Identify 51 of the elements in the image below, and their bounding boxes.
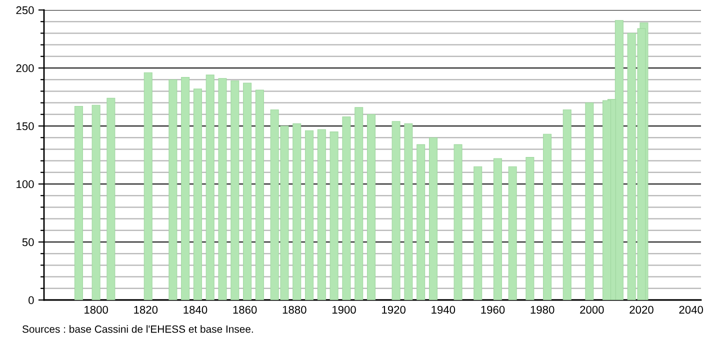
y-tick-label: 0 bbox=[28, 296, 34, 304]
bar bbox=[416, 144, 426, 300]
bar bbox=[206, 74, 214, 300]
x-tick-label: 1840 bbox=[184, 306, 208, 314]
y-tick-label: 100 bbox=[16, 180, 34, 188]
bar bbox=[474, 166, 482, 300]
bar bbox=[508, 166, 517, 300]
bar bbox=[454, 144, 462, 300]
bar bbox=[317, 129, 326, 300]
bar bbox=[354, 107, 364, 300]
bar bbox=[342, 116, 351, 300]
bar bbox=[74, 106, 83, 300]
x-tick-label: 1880 bbox=[282, 306, 306, 314]
y-tick-label: 250 bbox=[16, 6, 34, 14]
x-tick-label: 1800 bbox=[84, 306, 108, 314]
y-tick-label: 50 bbox=[22, 238, 34, 246]
bar bbox=[526, 157, 534, 300]
bar bbox=[330, 132, 338, 300]
bar bbox=[255, 90, 264, 300]
y-tick-label: 200 bbox=[16, 64, 34, 72]
bar bbox=[230, 80, 240, 300]
bar bbox=[106, 98, 116, 300]
source-note: Sources : base Cassini de l'EHESS et base Insee. bbox=[22, 325, 253, 333]
bar bbox=[218, 78, 227, 300]
x-tick-label: 2020 bbox=[630, 306, 654, 314]
bar bbox=[493, 158, 502, 300]
bar bbox=[428, 137, 438, 300]
bar bbox=[562, 109, 572, 300]
bar bbox=[243, 82, 252, 300]
bar bbox=[305, 130, 314, 300]
bar bbox=[367, 114, 376, 300]
x-tick-label: 1940 bbox=[432, 306, 456, 314]
x-tick-label: 1820 bbox=[134, 306, 158, 314]
bar bbox=[181, 77, 190, 300]
x-tick-label: 2000 bbox=[580, 306, 604, 314]
bar bbox=[92, 104, 100, 300]
bar bbox=[144, 72, 152, 300]
bar bbox=[392, 121, 400, 300]
bar bbox=[168, 79, 178, 300]
x-tick-label: 1860 bbox=[233, 306, 257, 314]
x-tick-label: 2040 bbox=[679, 306, 704, 314]
x-tick-label: 1920 bbox=[382, 306, 406, 314]
bar bbox=[585, 102, 594, 300]
bar bbox=[292, 123, 302, 300]
bar bbox=[404, 123, 413, 300]
x-tick-label: 1900 bbox=[332, 306, 356, 314]
bar bbox=[543, 134, 552, 300]
x-tick-label: 1960 bbox=[481, 306, 505, 314]
y-tick-label: 150 bbox=[16, 122, 34, 130]
bar bbox=[193, 88, 202, 300]
x-tick-label: 1980 bbox=[530, 306, 554, 314]
